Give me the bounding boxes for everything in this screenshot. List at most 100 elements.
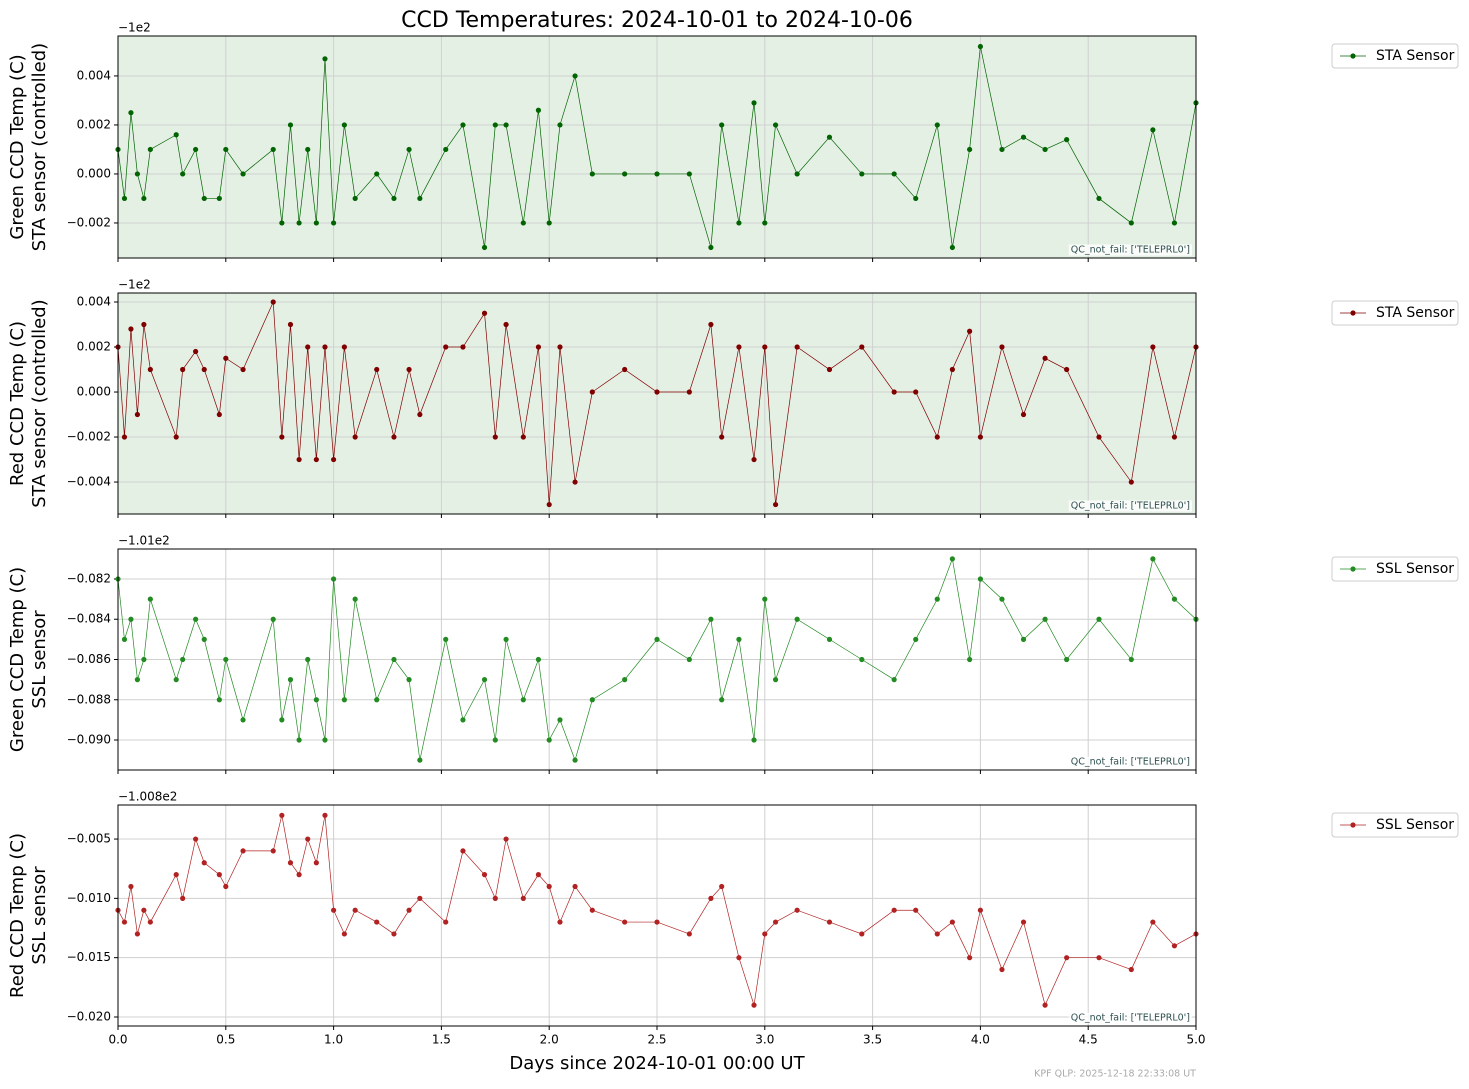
data-point — [279, 220, 285, 226]
y-tick-label: 0.002 — [77, 117, 111, 131]
data-point — [736, 955, 742, 961]
data-point — [999, 966, 1005, 973]
data-point — [481, 872, 488, 878]
data-point — [406, 366, 412, 373]
data-point — [341, 122, 347, 128]
x-tick-label: 2.0 — [540, 1033, 559, 1047]
data-point — [654, 171, 660, 177]
data-point — [977, 434, 984, 440]
data-point — [589, 697, 595, 703]
data-point — [240, 717, 246, 723]
data-point — [891, 389, 897, 395]
data-point — [719, 122, 725, 128]
data-point — [762, 344, 768, 350]
annotation: QC_not_fail: ['TELEPRL0'] — [1071, 245, 1190, 256]
data-point — [287, 860, 294, 866]
data-point — [216, 697, 222, 703]
data-point — [279, 812, 285, 818]
data-point — [193, 836, 199, 842]
data-point — [826, 366, 833, 373]
data-point — [708, 321, 714, 328]
y-axis-label: Green CCD Temp (C) — [7, 567, 28, 752]
data-point — [417, 895, 423, 901]
annotation-bg — [1068, 756, 1192, 768]
data-point — [557, 919, 563, 925]
data-point — [193, 616, 199, 622]
data-point — [1171, 943, 1178, 949]
data-point — [201, 366, 207, 373]
data-point — [180, 366, 186, 373]
data-point — [313, 697, 319, 703]
data-point — [1096, 195, 1102, 202]
data-point — [391, 195, 397, 202]
annotation-bg — [1068, 500, 1192, 512]
data-point — [287, 321, 294, 328]
data-point — [772, 677, 779, 683]
x-axis-label: Days since 2024-10-01 00:00 UT — [509, 1053, 805, 1074]
data-point — [967, 955, 973, 961]
legend-marker — [1350, 53, 1356, 59]
data-point — [826, 919, 833, 925]
data-point — [406, 677, 412, 683]
y-tick-label: −0.082 — [67, 571, 111, 585]
data-point — [492, 122, 498, 128]
y-axis-label: Red CCD Temp (C) — [7, 321, 28, 486]
data-point — [572, 883, 578, 890]
data-point — [201, 860, 207, 866]
x-tick-label: 4.0 — [971, 1033, 990, 1047]
data-point — [949, 244, 955, 251]
data-point — [913, 636, 919, 642]
data-point — [313, 456, 319, 463]
y-tick-label: 0.000 — [77, 166, 111, 180]
annotation: QC_not_fail: ['TELEPRL0'] — [1071, 757, 1190, 768]
data-point — [141, 907, 147, 913]
data-point — [622, 366, 628, 373]
data-point — [216, 411, 222, 418]
data-point — [352, 195, 358, 202]
data-point — [826, 636, 833, 642]
data-point — [1150, 919, 1156, 925]
data-point — [546, 220, 552, 226]
data-point — [654, 389, 660, 395]
data-point — [1020, 919, 1027, 925]
data-point — [1064, 366, 1070, 373]
data-point — [134, 677, 141, 683]
data-point — [147, 596, 153, 602]
data-point — [331, 576, 337, 582]
data-point — [589, 907, 595, 913]
data-point — [977, 907, 984, 913]
data-point — [826, 134, 833, 140]
data-point — [967, 328, 973, 334]
data-point — [193, 146, 199, 153]
data-point — [173, 434, 179, 440]
legend-label: SSL Sensor — [1376, 817, 1454, 833]
data-point — [305, 836, 311, 842]
data-point — [305, 344, 311, 350]
data-point — [572, 757, 578, 763]
data-point — [1096, 955, 1102, 961]
data-point — [460, 122, 466, 128]
y-tick-label: −0.005 — [67, 832, 111, 846]
data-point — [296, 737, 302, 743]
data-point — [859, 344, 865, 350]
legend-label: STA Sensor — [1376, 48, 1455, 64]
y-offset-label: −1.008e2 — [118, 790, 177, 804]
y-tick-label: −0.088 — [67, 692, 111, 706]
data-point — [270, 299, 276, 305]
data-point — [503, 636, 509, 642]
data-point — [686, 171, 692, 177]
data-point — [406, 907, 412, 913]
data-point — [481, 677, 488, 683]
annotation-bg — [1068, 244, 1192, 256]
data-point — [173, 132, 179, 138]
data-point — [121, 919, 128, 925]
data-point — [352, 596, 358, 602]
data-point — [279, 434, 285, 440]
data-point — [772, 501, 779, 508]
data-point — [460, 717, 466, 723]
data-point — [121, 434, 128, 440]
data-point — [913, 907, 919, 913]
data-point — [589, 171, 595, 177]
data-point — [1064, 656, 1070, 663]
data-point — [859, 656, 865, 663]
